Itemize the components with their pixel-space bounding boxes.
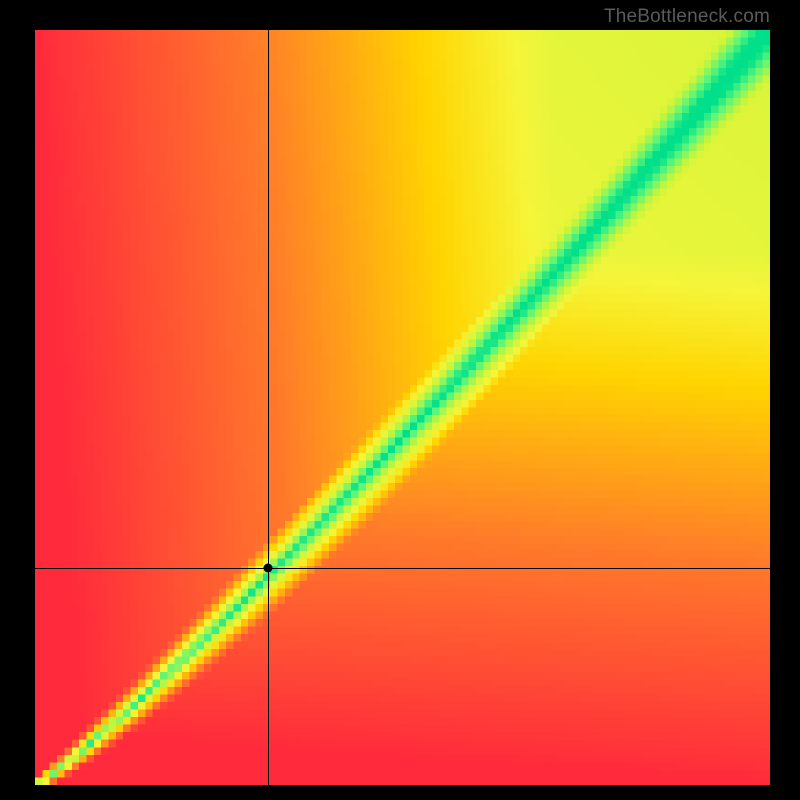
watermark-text: TheBottleneck.com [604, 6, 770, 28]
plot-area [35, 30, 770, 785]
crosshair-horizontal [35, 568, 770, 569]
crosshair-vertical [268, 30, 269, 785]
heatmap-canvas [35, 30, 770, 785]
data-point-marker [263, 563, 272, 572]
